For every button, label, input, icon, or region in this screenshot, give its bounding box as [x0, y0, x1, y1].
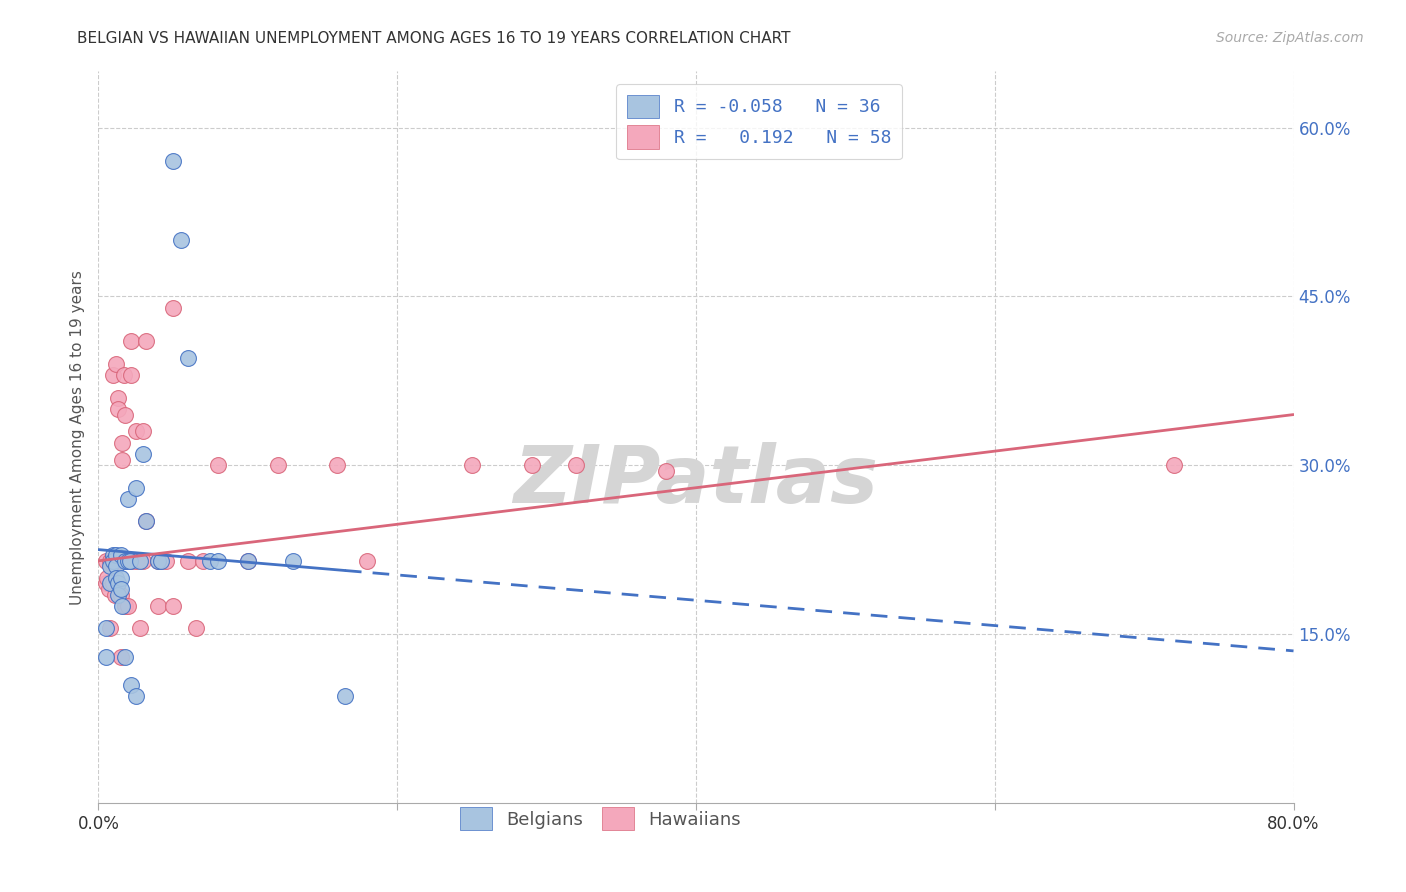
- Point: [117, 554, 139, 568]
- Point: [177, 351, 200, 366]
- Point: [162, 301, 184, 315]
- Point: [1163, 458, 1185, 473]
- Point: [177, 554, 200, 568]
- Point: [107, 391, 129, 405]
- Point: [148, 554, 170, 568]
- Point: [98, 621, 122, 635]
- Point: [104, 554, 127, 568]
- Point: [267, 458, 290, 473]
- Point: [98, 554, 122, 568]
- Point: [110, 571, 132, 585]
- Point: [120, 368, 142, 383]
- Point: [120, 678, 142, 692]
- Point: [98, 576, 122, 591]
- Point: [520, 458, 543, 473]
- Point: [111, 452, 134, 467]
- Point: [110, 588, 132, 602]
- Point: [132, 554, 155, 568]
- Point: [169, 233, 191, 247]
- Point: [118, 554, 141, 568]
- Text: BELGIAN VS HAWAIIAN UNEMPLOYMENT AMONG AGES 16 TO 19 YEARS CORRELATION CHART: BELGIAN VS HAWAIIAN UNEMPLOYMENT AMONG A…: [77, 31, 790, 46]
- Point: [191, 554, 214, 568]
- Point: [117, 491, 139, 506]
- Point: [120, 554, 142, 568]
- Point: [281, 554, 304, 568]
- Point: [150, 554, 173, 568]
- Point: [135, 334, 157, 349]
- Point: [114, 554, 136, 568]
- Point: [107, 554, 129, 568]
- Point: [94, 554, 117, 568]
- Text: Source: ZipAtlas.com: Source: ZipAtlas.com: [1216, 31, 1364, 45]
- Point: [94, 621, 117, 635]
- Point: [236, 554, 259, 568]
- Point: [105, 559, 128, 574]
- Point: [107, 576, 129, 591]
- Point: [103, 368, 125, 383]
- Point: [326, 458, 349, 473]
- Point: [105, 357, 128, 371]
- Point: [97, 582, 120, 596]
- Point: [125, 481, 148, 495]
- Point: [111, 554, 134, 568]
- Point: [135, 515, 157, 529]
- Point: [148, 554, 170, 568]
- Point: [129, 554, 152, 568]
- Text: ZIPatlas: ZIPatlas: [513, 442, 879, 520]
- Point: [150, 554, 173, 568]
- Point: [207, 458, 229, 473]
- Point: [114, 599, 136, 613]
- Point: [148, 599, 170, 613]
- Point: [107, 401, 129, 416]
- Point: [117, 599, 139, 613]
- Point: [117, 554, 139, 568]
- Point: [333, 689, 356, 703]
- Point: [105, 571, 128, 585]
- Point: [132, 425, 155, 439]
- Point: [103, 576, 125, 591]
- Point: [200, 554, 222, 568]
- Point: [105, 554, 128, 568]
- Point: [565, 458, 588, 473]
- Y-axis label: Unemployment Among Ages 16 to 19 years: Unemployment Among Ages 16 to 19 years: [69, 269, 84, 605]
- Point: [96, 571, 118, 585]
- Point: [125, 554, 148, 568]
- Point: [125, 689, 148, 703]
- Point: [103, 548, 125, 562]
- Point: [98, 559, 122, 574]
- Point: [94, 576, 117, 591]
- Legend: Belgians, Hawaiians: Belgians, Hawaiians: [453, 800, 748, 838]
- Point: [110, 582, 132, 596]
- Point: [207, 554, 229, 568]
- Point: [114, 649, 136, 664]
- Point: [125, 425, 148, 439]
- Point: [356, 554, 378, 568]
- Point: [101, 554, 124, 568]
- Point: [461, 458, 484, 473]
- Point: [110, 548, 132, 562]
- Point: [111, 435, 134, 450]
- Point: [120, 334, 142, 349]
- Point: [110, 649, 132, 664]
- Point: [107, 588, 129, 602]
- Point: [111, 599, 134, 613]
- Point: [655, 464, 678, 478]
- Point: [118, 554, 141, 568]
- Point: [184, 621, 207, 635]
- Point: [104, 588, 127, 602]
- Point: [110, 554, 132, 568]
- Point: [162, 154, 184, 169]
- Point: [132, 447, 155, 461]
- Point: [105, 548, 128, 562]
- Point: [236, 554, 259, 568]
- Point: [135, 515, 157, 529]
- Point: [117, 554, 139, 568]
- Point: [103, 554, 125, 568]
- Point: [114, 408, 136, 422]
- Point: [112, 368, 135, 383]
- Point: [155, 554, 177, 568]
- Point: [129, 621, 152, 635]
- Point: [94, 649, 117, 664]
- Point: [162, 599, 184, 613]
